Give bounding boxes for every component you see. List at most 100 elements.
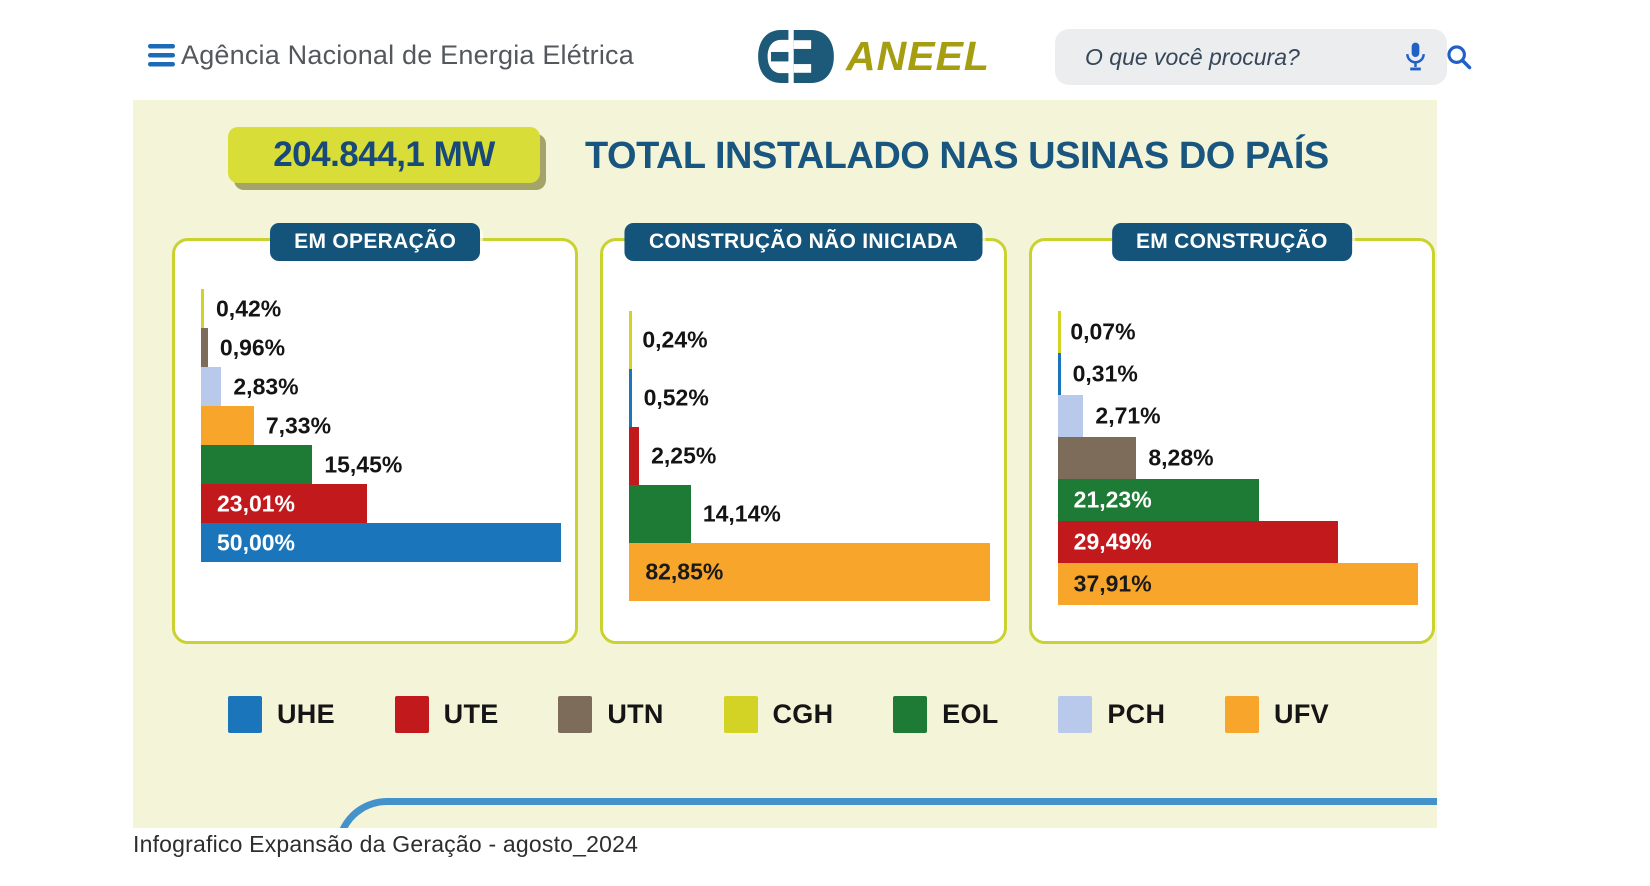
panel-title: EM CONSTRUÇÃO <box>1111 223 1352 261</box>
bar-row: 82,85% <box>629 543 990 601</box>
bar-pch <box>1057 395 1084 437</box>
logo-text: ANEEL <box>846 33 990 79</box>
bar-ufv <box>1057 563 1418 605</box>
legend-swatch-ute <box>394 696 429 733</box>
bar-row: 0,07% <box>1057 311 1418 353</box>
search-icon <box>1447 45 1472 70</box>
bar-row: 2,71% <box>1057 395 1418 437</box>
panel-construcao-nao-iniciada: CONSTRUÇÃO NÃO INICIADA 0,24% 0,52% 2,25% 1… <box>600 223 1007 644</box>
legend-label: EOL <box>942 699 999 729</box>
bar-cgh <box>201 289 205 328</box>
legend: UHE UTE UTN CGH EOL PCH UFV <box>228 696 1329 733</box>
bar-value-label: 0,07% <box>1070 318 1136 345</box>
panel-em-construcao: EM CONSTRUÇÃO 0,07% 0,31% 2,71% 8,28% 21,23%… <box>1028 223 1435 644</box>
bar-pch <box>201 367 222 406</box>
panel-title: CONSTRUÇÃO NÃO INICIADA <box>624 223 983 261</box>
total-installed-badge: 204.844,1 MW <box>228 127 540 183</box>
bar-value-label: 14,14% <box>702 500 781 527</box>
site-header: Agência Nacional de Energia Elétrica ANE… <box>0 0 1650 100</box>
bar-row: 14,14% <box>629 485 989 543</box>
bar-value-label: 21,23% <box>1073 486 1152 513</box>
decorative-curve <box>335 798 1437 828</box>
legend-item-cgh: CGH <box>723 696 834 733</box>
bar-ute <box>629 427 640 485</box>
bar-value-label: 0,52% <box>643 384 709 411</box>
bar-value-label: 50,00% <box>217 529 296 555</box>
bar-ute <box>201 484 367 523</box>
bar-value-label: 8,28% <box>1148 444 1214 471</box>
bar-ufv <box>201 406 254 445</box>
charts-row: EM OPERAÇÃO 0,42% 0,96% 2,83% 7,33% 15,45% 23… <box>172 223 1435 644</box>
bar-eol <box>201 445 313 484</box>
legend-label: UHE <box>277 699 335 729</box>
legend-label: UTN <box>607 699 664 729</box>
hamburger-menu-icon[interactable] <box>148 44 175 67</box>
legend-item-ute: UTE <box>394 696 499 733</box>
agency-name: Agência Nacional de Energia Elétrica <box>181 40 634 70</box>
bar-cgh <box>1057 311 1061 353</box>
legend-swatch-eol <box>893 696 928 733</box>
bar-row: 0,31% <box>1057 353 1418 395</box>
infographic-area: 204.844,1 MW TOTAL INSTALADO NAS USINAS … <box>133 100 1437 828</box>
bar-row: 50,00% <box>201 523 562 562</box>
microphone-button[interactable] <box>1404 42 1427 72</box>
bar-value-label: 0,31% <box>1072 360 1138 387</box>
aneel-logo[interactable]: ANEEL <box>758 30 990 83</box>
infographic-title: TOTAL INSTALADO NAS USINAS DO PAÍS <box>585 135 1329 177</box>
bar-row: 0,52% <box>629 369 989 427</box>
panel-title: EM OPERAÇÃO <box>270 223 481 261</box>
legend-swatch-ufv <box>1225 696 1260 733</box>
bar-eol <box>629 485 691 543</box>
bar-row: 7,33% <box>201 406 561 445</box>
legend-item-uhe: UHE <box>228 696 335 733</box>
bar-ute <box>1057 521 1338 563</box>
bar-row: 8,28% <box>1057 437 1418 479</box>
bar-utn <box>201 328 208 367</box>
bar-row: 0,42% <box>201 289 561 328</box>
bar-value-label: 0,42% <box>216 295 282 321</box>
panel-em-operacao: EM OPERAÇÃO 0,42% 0,96% 2,83% 7,33% 15,45% 23… <box>172 223 579 644</box>
bar-uhe <box>201 523 562 562</box>
hamburger-icon <box>148 44 175 67</box>
bar-value-label: 23,01% <box>217 490 296 516</box>
bar-utn <box>1057 437 1137 479</box>
aneel-plug-icon <box>758 30 834 83</box>
bar-value-label: 15,45% <box>324 451 403 477</box>
legend-label: UFV <box>1274 699 1329 729</box>
bar-ufv <box>629 543 990 601</box>
legend-item-eol: EOL <box>893 696 998 733</box>
bar-value-label: 2,71% <box>1095 402 1161 429</box>
bar-uhe <box>1057 353 1061 395</box>
bar-value-label: 29,49% <box>1073 528 1152 555</box>
legend-swatch-uhe <box>228 696 262 733</box>
bars: 0,24% 0,52% 2,25% 14,14% 82,85% <box>629 311 990 601</box>
bars: 0,42% 0,96% 2,83% 7,33% 15,45% 23,01% 50,00% <box>201 289 562 562</box>
bar-row: 29,49% <box>1057 521 1418 563</box>
search-box <box>1055 29 1472 85</box>
legend-item-pch: PCH <box>1058 696 1165 733</box>
bar-value-label: 0,24% <box>642 326 708 353</box>
bar-value-label: 37,91% <box>1073 570 1152 597</box>
bar-row: 21,23% <box>1057 479 1418 521</box>
bar-row: 23,01% <box>201 484 561 523</box>
bar-value-label: 2,25% <box>651 442 717 469</box>
bar-uhe <box>629 369 633 427</box>
bar-eol <box>1057 479 1260 521</box>
bars: 0,07% 0,31% 2,71% 8,28% 21,23% 29,49% 37,91% <box>1057 311 1418 605</box>
legend-swatch-cgh <box>723 696 758 733</box>
bar-row: 2,25% <box>629 427 989 485</box>
bar-value-label: 82,85% <box>645 558 724 585</box>
legend-swatch-utn <box>558 696 593 733</box>
legend-item-ufv: UFV <box>1225 696 1329 733</box>
legend-label: UTE <box>443 699 499 729</box>
microphone-icon <box>1406 42 1425 71</box>
bar-value-label: 7,33% <box>265 412 332 438</box>
search-submit-button[interactable] <box>1445 43 1473 71</box>
legend-swatch-pch <box>1058 696 1093 733</box>
page-caption: Infografico Expansão da Geração - agosto… <box>133 831 639 857</box>
bar-value-label: 2,83% <box>233 373 299 399</box>
legend-label: CGH <box>772 699 834 729</box>
bar-value-label: 0,96% <box>219 334 286 360</box>
search-input[interactable] <box>1055 29 1395 85</box>
